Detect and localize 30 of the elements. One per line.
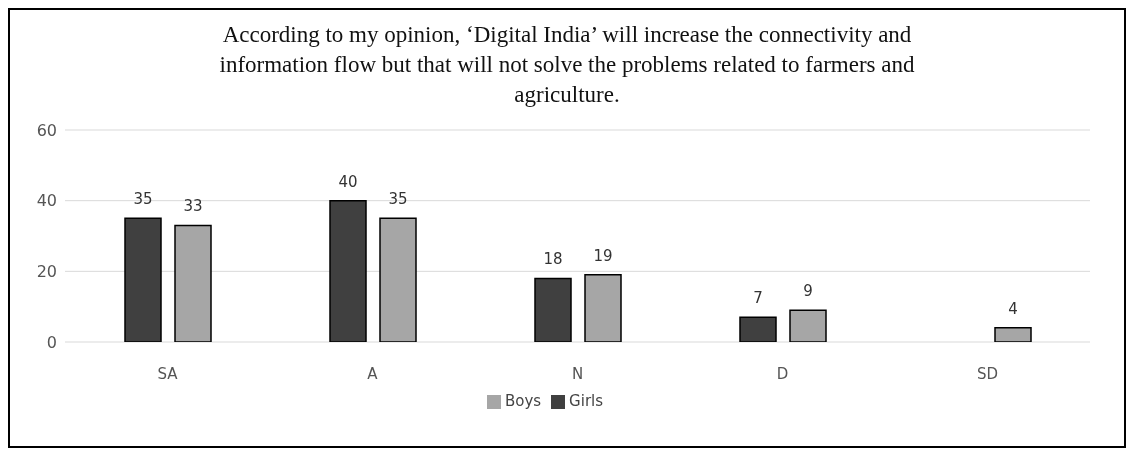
x-tick-label: D — [776, 364, 789, 383]
bar — [534, 277, 572, 342]
bar — [739, 316, 777, 342]
bar — [789, 309, 827, 342]
x-tick-label: SA — [157, 364, 179, 383]
x-tick-label: SD — [976, 364, 999, 383]
y-tick-label: 40 — [36, 191, 57, 211]
x-tick-label: A — [367, 364, 379, 383]
data-label: 9 — [803, 282, 813, 301]
data-label: 35 — [388, 190, 408, 209]
data-label: 35 — [133, 190, 153, 209]
y-tick-label: 60 — [36, 120, 57, 140]
bar — [329, 199, 367, 342]
bar — [994, 327, 1032, 342]
bar — [584, 274, 622, 342]
bar — [124, 217, 162, 342]
legend-label: Girls — [569, 392, 604, 410]
x-tick-label: N — [571, 364, 584, 383]
chart-title: According to my opinion, ‘Digital India’ will increase the connectivity and information flow but that will not solve the problems related to farmers and agriculture. — [218, 21, 916, 109]
data-label: 4 — [1008, 299, 1018, 318]
data-label: 40 — [338, 172, 358, 191]
y-tick-label: 0 — [46, 332, 57, 352]
bar — [174, 224, 212, 342]
legend-label: Boys — [504, 392, 542, 410]
data-label: 33 — [183, 197, 203, 216]
y-tick-label: 20 — [36, 262, 57, 282]
data-label: 19 — [593, 246, 613, 265]
data-label: 7 — [753, 289, 763, 308]
data-label: 18 — [543, 250, 563, 269]
bar — [379, 217, 417, 342]
